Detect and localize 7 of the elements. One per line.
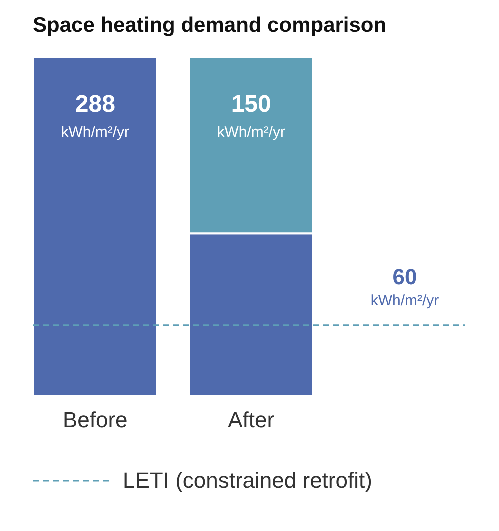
annotation: 60 kWh/m²/yr	[370, 264, 440, 310]
x-tick-label: Before	[62, 408, 128, 433]
legend-label: LETI (constrained retrofit)	[123, 468, 372, 493]
data-label: 150 kWh/m²/yr	[217, 91, 286, 141]
data-label: 288 kWh/m²/yr	[61, 91, 130, 141]
chart-title: Space heating demand comparison	[33, 14, 387, 38]
x-tick-label: After	[228, 408, 275, 433]
